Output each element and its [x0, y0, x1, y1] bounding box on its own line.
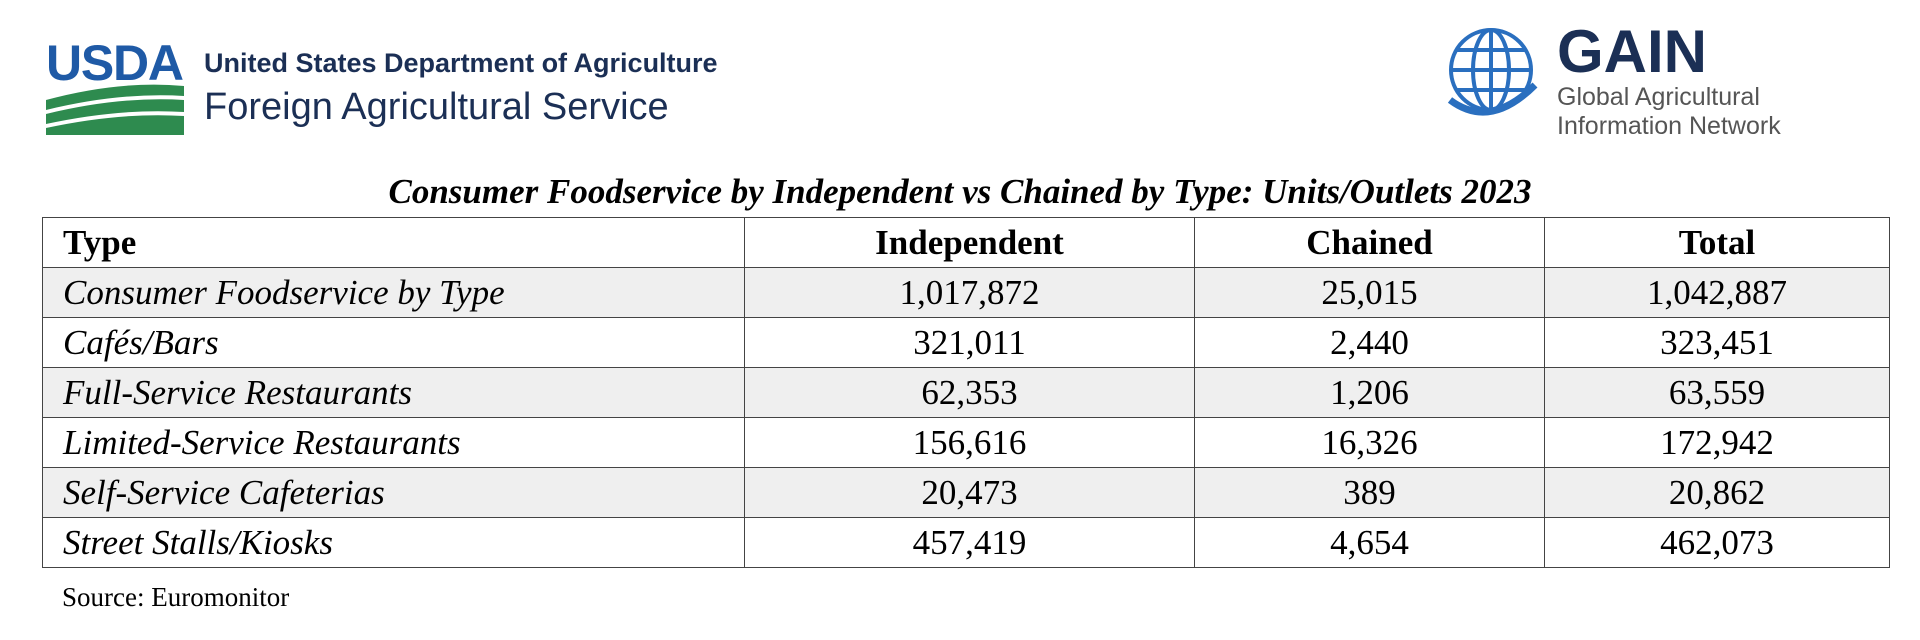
table-cell: 1,017,872 — [744, 267, 1195, 318]
gain-line1: Global Agricultural — [1557, 83, 1760, 111]
row-label: Full-Service Restaurants — [42, 367, 745, 418]
table-row: Consumer Foodservice by Type 1,017,872 25,… — [42, 267, 1890, 318]
column-header: Type — [42, 217, 745, 268]
table-cell: 156,616 — [744, 417, 1195, 468]
usda-logo-text: USDA — [46, 35, 184, 91]
table-cell: 4,654 — [1194, 517, 1545, 568]
usda-swoosh — [46, 99, 184, 124]
table-cell: 1,206 — [1194, 367, 1545, 418]
column-header: Total — [1544, 217, 1890, 268]
table-cell: 1,042,887 — [1544, 267, 1890, 318]
table-row: Self-Service Cafeterias 20,473 389 20,862 — [42, 467, 1890, 518]
usda-line1: United States Department of Agriculture — [204, 48, 718, 78]
row-label: Consumer Foodservice by Type — [42, 267, 745, 318]
table-cell: 462,073 — [1544, 517, 1890, 568]
row-label: Street Stalls/Kiosks — [42, 517, 745, 568]
table-row: Limited-Service Restaurants 156,616 16,326… — [42, 417, 1890, 468]
column-header: Independent — [744, 217, 1195, 268]
table-cell: 16,326 — [1194, 417, 1545, 468]
table-cell: 20,862 — [1544, 467, 1890, 518]
table-cell: 20,473 — [744, 467, 1195, 518]
table-row: Cafés/Bars 321,011 2,440 323,451 — [42, 317, 1890, 368]
row-label: Self-Service Cafeterias — [42, 467, 745, 518]
table-title: Consumer Foodservice by Independent vs C… — [388, 172, 1532, 211]
table-cell: 62,353 — [744, 367, 1195, 418]
table-cell: 172,942 — [1544, 417, 1890, 468]
gain-logo-text: GAIN — [1557, 18, 1707, 85]
row-label: Limited-Service Restaurants — [42, 417, 745, 468]
table-cell: 63,559 — [1544, 367, 1890, 418]
gain-line2: Information Network — [1557, 112, 1781, 140]
header-logos: USDA GAIN — [46, 18, 1707, 135]
source-note: Source: Euromonitor — [62, 582, 290, 612]
usda-swoosh — [46, 115, 184, 135]
table-cell: 389 — [1194, 467, 1545, 518]
data-table: Type Independent Chained Total Consumer Foo… — [42, 217, 1890, 568]
table-cell: 25,015 — [1194, 267, 1545, 318]
table-cell: 323,451 — [1544, 317, 1890, 368]
row-label: Cafés/Bars — [42, 317, 745, 368]
gain-globe — [1447, 28, 1538, 116]
table-cell: 457,419 — [744, 517, 1195, 568]
table-cell: 321,011 — [744, 317, 1195, 368]
usda-line2: Foreign Agricultural Service — [204, 86, 669, 128]
table-row: Full-Service Restaurants 62,353 1,206 63,55… — [42, 367, 1890, 418]
usda-swoosh — [46, 84, 184, 110]
table-cell: 2,440 — [1194, 317, 1545, 368]
column-header: Chained — [1194, 217, 1545, 268]
table-row: Street Stalls/Kiosks 457,419 4,654 462,073 — [42, 517, 1890, 568]
header-row: Type Independent Chained Total — [42, 217, 1890, 268]
